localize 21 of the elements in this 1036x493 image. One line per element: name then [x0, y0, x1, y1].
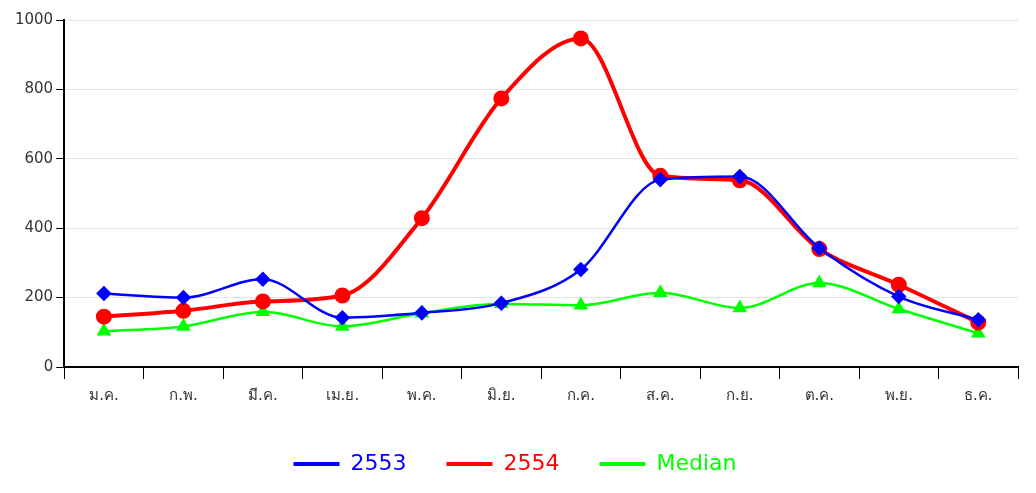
x-tick-label: ส.ค.: [646, 385, 675, 404]
x-tick-label: ก.พ.: [169, 385, 198, 404]
x-tick-label: พ.ย.: [884, 385, 914, 404]
x-tick-label: ก.ค.: [566, 385, 596, 404]
y-tick-label: 200: [24, 287, 54, 306]
x-tick-label: ต.ค.: [804, 385, 835, 404]
x-tick-label: มี.ค.: [248, 385, 278, 404]
y-tick-label: 800: [24, 79, 54, 98]
y-tick-label: 400: [24, 218, 54, 237]
y-tick-label: 600: [24, 148, 54, 167]
x-tick-label: ก.ย.: [726, 385, 754, 404]
y-tick-label: 1000: [14, 9, 54, 28]
x-tick-label: พ.ค.: [407, 385, 437, 404]
x-tick-label: ม.ค.: [89, 385, 119, 404]
legend-label: Median: [656, 449, 737, 475]
x-tick-label: ธ.ค.: [963, 385, 993, 404]
legend-label: 2553: [350, 449, 407, 475]
x-tick-label: มิ.ย.: [487, 385, 516, 404]
x-tick-label: เม.ย.: [325, 385, 360, 404]
legend-label: 2554: [503, 449, 560, 475]
y-tick-label: 0: [43, 356, 54, 375]
